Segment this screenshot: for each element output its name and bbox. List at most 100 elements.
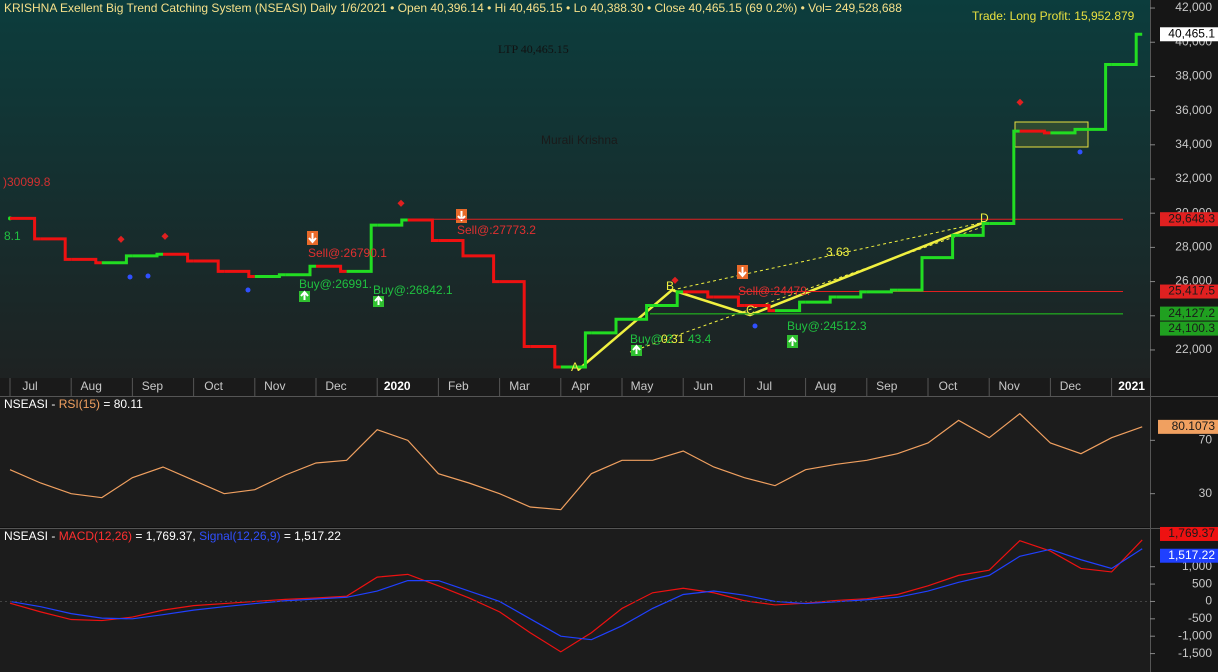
price-step — [1081, 62, 1112, 131]
level-tag: 25,417.5 — [1168, 284, 1215, 298]
price-step — [316, 264, 347, 273]
macd-tag: 1,517.22 — [1168, 548, 1215, 562]
level-tag: 24,100.3 — [1168, 321, 1215, 335]
price-step — [560, 331, 592, 369]
price-step — [346, 223, 378, 273]
annotation: D — [980, 211, 989, 225]
price-step — [530, 345, 561, 369]
last-price-tag-box — [1160, 27, 1218, 42]
annotation: Trade: Long Profit: 15,952.879 — [972, 9, 1135, 23]
panel-title-part: = 1,769.37, — [132, 529, 199, 543]
level-tag: 29,648.3 — [1168, 211, 1215, 225]
price-step — [101, 254, 133, 265]
annotation: C — [746, 303, 755, 317]
series-line — [9, 548, 1143, 641]
x-tick-label: Oct — [204, 379, 223, 393]
price-step — [254, 273, 286, 278]
annotation: A — [571, 360, 579, 374]
x-tick-label: Nov — [999, 379, 1020, 393]
price-step — [10, 216, 41, 241]
x-tick-label: Feb — [448, 379, 469, 393]
annotation: B — [666, 279, 674, 293]
panel-title-part: NSEASI - — [4, 529, 59, 543]
x-tick-label: Jul — [22, 379, 37, 393]
price-step — [897, 256, 928, 292]
rsi-tag-box — [1158, 419, 1218, 434]
pattern-line — [577, 220, 986, 371]
y-tick-label: 22,000 — [1175, 342, 1212, 356]
price-step — [622, 304, 653, 321]
price-step — [652, 290, 684, 308]
y-tick-label: 32,000 — [1175, 171, 1212, 185]
price-step — [775, 300, 806, 313]
signal-dots — [127, 149, 1083, 329]
price-step — [713, 295, 745, 308]
level-tag-box — [1160, 306, 1218, 321]
price-step — [928, 233, 959, 260]
macd-tag-box — [1160, 526, 1218, 541]
price-step — [591, 317, 622, 335]
chart-title: KRISHNA Exellent Big Trend Catching Syst… — [4, 1, 902, 15]
arrow-icons — [299, 209, 798, 356]
x-tick-label: Jul — [757, 379, 772, 393]
x-axis-band — [0, 378, 1150, 396]
annotation: Buy@:26842.1 — [373, 283, 453, 297]
y-tick-label: 500 — [1192, 576, 1212, 590]
price-step — [683, 290, 714, 299]
y-tick-label: 36,000 — [1175, 103, 1212, 117]
x-tick-label: Jun — [694, 379, 713, 393]
price-step — [224, 269, 255, 278]
pattern-dash — [671, 221, 986, 291]
y-tick-label: 0 — [1205, 594, 1212, 608]
x-tick-label: Dec — [1060, 379, 1081, 393]
y-tick-label: -1,000 — [1178, 628, 1212, 642]
price-step — [163, 252, 194, 263]
price-step — [469, 254, 500, 284]
price-step — [1050, 127, 1081, 135]
price-step — [40, 237, 72, 261]
panel-title: NSEASI - RSI(15) = 80.11 — [4, 397, 143, 411]
annotation: 0.31 — [661, 332, 685, 346]
level-tag-box — [1160, 284, 1218, 299]
annotation: Sell@:26790.1 — [308, 246, 387, 260]
rsi-tag: 80.1073 — [1172, 419, 1216, 433]
price-step — [438, 239, 469, 258]
annotation: Buy@:2 — [630, 332, 673, 346]
price-step — [989, 129, 1020, 225]
macd-panel — [0, 529, 1150, 672]
y-tick-label: 70 — [1199, 433, 1213, 447]
rsi-panel — [0, 397, 1150, 527]
y-tick-label: 26,000 — [1175, 274, 1212, 288]
x-tick-label: Oct — [939, 379, 958, 393]
panel-title-part: MACD(12,26) — [59, 529, 132, 543]
price-step — [805, 295, 837, 304]
level-tag-box — [1160, 212, 1218, 227]
y-tick-label: 28,000 — [1175, 240, 1212, 254]
panel-title-part: = 80.11 — [100, 397, 143, 411]
price-step — [285, 264, 316, 277]
ltp-label: LTP 40,465.15 — [498, 42, 569, 56]
signal-diamonds — [117, 98, 1024, 284]
price-step — [866, 288, 898, 294]
price-step — [1111, 32, 1143, 66]
panel-title-part: NSEASI - — [4, 397, 59, 411]
price-step — [377, 218, 408, 227]
price-step — [744, 304, 775, 313]
macd-tag-box — [1160, 548, 1218, 563]
series-line — [9, 539, 1143, 653]
annotation: 43.4 — [688, 332, 712, 346]
panel-title-part: Signal(12,26,9) — [199, 529, 280, 543]
level-tag: 24,127.2 — [1168, 306, 1215, 320]
series-line — [9, 412, 1143, 511]
macd-tag: 1,769.37 — [1168, 526, 1215, 540]
price-panel — [0, 0, 1150, 378]
price-step — [132, 252, 163, 258]
x-tick-label: 2021 — [1118, 379, 1145, 393]
panel-title-part: RSI(15) — [59, 397, 100, 411]
y-tick-label: 30 — [1199, 486, 1213, 500]
level-tag-box — [1160, 321, 1218, 336]
x-tick-label: Aug — [81, 379, 102, 393]
last-price-tag: 40,465.1 — [1168, 26, 1215, 40]
